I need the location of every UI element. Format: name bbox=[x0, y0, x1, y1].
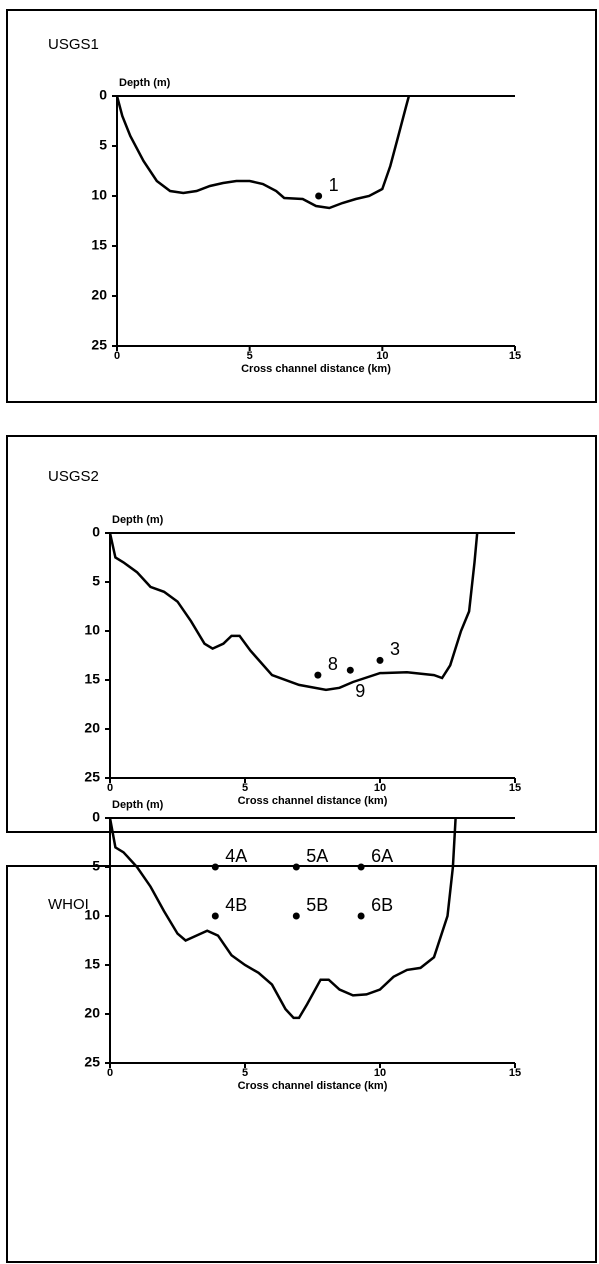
y-tick-label: 10 bbox=[84, 622, 100, 638]
depth-profile bbox=[108, 817, 457, 1020]
point-label: 8 bbox=[328, 654, 338, 674]
point-label: 3 bbox=[390, 639, 400, 659]
instrument-point bbox=[315, 192, 323, 200]
x-axis-title: Cross channel distance (km) bbox=[238, 795, 388, 807]
point-label: 5A bbox=[306, 846, 328, 866]
point-label: 5B bbox=[306, 895, 328, 915]
x-axis-title: Cross channel distance (km) bbox=[241, 363, 391, 375]
panel-frame bbox=[6, 9, 597, 403]
x-tick-label: 10 bbox=[376, 350, 388, 362]
panel-frame bbox=[6, 435, 597, 833]
y-axis-title: Depth (m) bbox=[119, 77, 171, 89]
x-tick-label: 0 bbox=[107, 1067, 113, 1079]
instrument-point bbox=[346, 666, 354, 674]
y-tick-label: 5 bbox=[92, 573, 100, 589]
y-tick-label: 15 bbox=[84, 671, 100, 687]
x-tick-label: 10 bbox=[374, 1067, 386, 1079]
x-tick-label: 0 bbox=[107, 782, 113, 794]
x-axis-title: Cross channel distance (km) bbox=[238, 1080, 388, 1092]
y-tick-label: 20 bbox=[91, 287, 107, 303]
y-tick-label: 15 bbox=[91, 237, 107, 253]
instrument-point bbox=[376, 656, 384, 664]
point-label: 9 bbox=[355, 681, 365, 701]
point-label: 1 bbox=[329, 175, 339, 195]
y-tick-label: 15 bbox=[84, 956, 100, 972]
instrument-point bbox=[211, 863, 219, 871]
x-tick-label: 5 bbox=[247, 350, 253, 362]
y-tick-label: 10 bbox=[91, 187, 107, 203]
y-tick-label: 5 bbox=[92, 858, 100, 874]
depth-profile bbox=[108, 532, 479, 692]
y-tick-label: 10 bbox=[84, 907, 100, 923]
instrument-point bbox=[292, 863, 300, 871]
panel-title: USGS1 bbox=[48, 36, 99, 53]
instrument-point bbox=[292, 912, 300, 920]
y-axis-title: Depth (m) bbox=[112, 514, 164, 526]
point-label: 4A bbox=[225, 846, 247, 866]
y-tick-label: 5 bbox=[99, 137, 107, 153]
y-tick-label: 0 bbox=[92, 809, 100, 825]
x-tick-label: 5 bbox=[242, 1067, 248, 1079]
y-tick-label: 25 bbox=[84, 1054, 100, 1070]
depth-profile bbox=[115, 95, 411, 210]
y-tick-label: 0 bbox=[99, 87, 107, 103]
panel-title: WHOI bbox=[48, 896, 89, 913]
y-tick-label: 20 bbox=[84, 1005, 100, 1021]
x-tick-label: 15 bbox=[509, 1067, 521, 1079]
x-tick-label: 5 bbox=[242, 782, 248, 794]
y-tick-label: 25 bbox=[91, 337, 107, 353]
panel-frame bbox=[6, 865, 597, 1263]
instrument-point bbox=[357, 863, 365, 871]
x-tick-label: 15 bbox=[509, 782, 521, 794]
instrument-point bbox=[357, 912, 365, 920]
point-label: 6A bbox=[371, 846, 393, 866]
point-label: 4B bbox=[225, 895, 247, 915]
x-tick-label: 10 bbox=[374, 782, 386, 794]
y-tick-label: 0 bbox=[92, 524, 100, 540]
point-label: 6B bbox=[371, 895, 393, 915]
y-axis-title: Depth (m) bbox=[112, 799, 164, 811]
instrument-point bbox=[314, 671, 322, 679]
panel-title: USGS2 bbox=[48, 468, 99, 485]
x-tick-label: 0 bbox=[114, 350, 120, 362]
y-tick-label: 25 bbox=[84, 769, 100, 785]
instrument-point bbox=[211, 912, 219, 920]
y-tick-label: 20 bbox=[84, 720, 100, 736]
x-tick-label: 15 bbox=[509, 350, 521, 362]
